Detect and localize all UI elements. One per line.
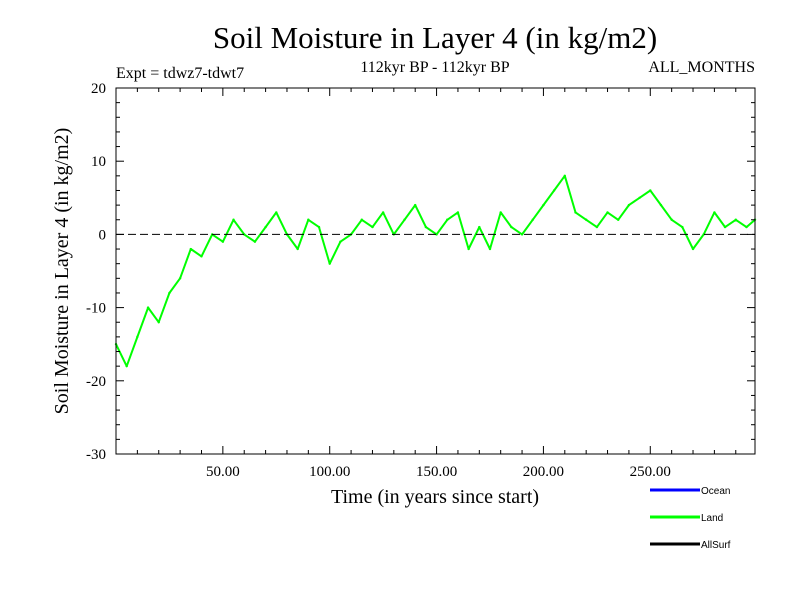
series-line-land xyxy=(115,174,756,368)
data-point-land xyxy=(649,189,652,192)
data-point-land xyxy=(339,240,342,243)
data-point-land xyxy=(146,306,150,309)
data-point-land xyxy=(200,255,203,258)
data-point-land xyxy=(232,218,235,221)
data-point-land xyxy=(456,211,460,214)
data-point-land xyxy=(221,240,225,243)
y-tick-label: -10 xyxy=(86,301,106,317)
data-point-land xyxy=(189,247,192,251)
data-point-land xyxy=(723,225,727,229)
data-point-land xyxy=(243,233,246,236)
data-point-land xyxy=(435,233,438,236)
data-point-land xyxy=(328,262,331,265)
data-point-land xyxy=(296,247,299,251)
data-point-land xyxy=(478,225,481,229)
data-point-land xyxy=(360,218,363,221)
data-point-land xyxy=(595,225,599,229)
data-point-land xyxy=(371,225,374,229)
data-point-land xyxy=(381,211,385,214)
months-label: ALL_MONTHS xyxy=(648,59,755,76)
data-point-land xyxy=(670,218,673,221)
y-tick-label: 20 xyxy=(91,81,106,97)
data-point-land xyxy=(253,240,257,243)
plot-area xyxy=(114,174,757,368)
chart-title: Soil Moisture in Layer 4 (in kg/m2) xyxy=(213,20,657,55)
data-point-land xyxy=(574,211,577,214)
data-point-land xyxy=(467,247,470,251)
y-tick-label: -30 xyxy=(86,447,106,463)
y-axis-label: Soil Moisture in Layer 4 (in kg/m2) xyxy=(51,128,73,415)
data-point-land xyxy=(681,225,684,229)
data-point-land xyxy=(702,233,705,236)
x-tick-label: 100.00 xyxy=(309,464,350,480)
y-tick-label: 0 xyxy=(99,227,107,243)
data-point-land xyxy=(413,203,417,207)
data-point-land xyxy=(659,203,663,207)
data-point-land xyxy=(638,196,641,199)
data-point-land xyxy=(446,218,449,221)
data-point-land xyxy=(617,218,620,221)
x-tick-label: 50.00 xyxy=(206,464,240,480)
data-point-land xyxy=(157,321,160,324)
period-label: 112kyr BP - 112kyr BP xyxy=(360,59,509,76)
data-point-land xyxy=(317,225,321,229)
legend-label-allsurf: AllSurf xyxy=(701,540,731,551)
data-point-land xyxy=(691,247,695,251)
data-point-land xyxy=(552,189,556,192)
data-point-land xyxy=(510,225,513,229)
legend: Ocean Land AllSurf xyxy=(650,486,731,551)
data-point-land xyxy=(424,225,428,229)
data-point-land xyxy=(178,277,182,280)
data-point-land xyxy=(488,247,492,251)
data-point-land xyxy=(168,291,171,295)
x-tick-label: 250.00 xyxy=(630,464,671,480)
data-point-land xyxy=(499,211,502,214)
data-point-land xyxy=(563,174,566,178)
data-point-land xyxy=(713,211,716,214)
axes: -30 -20 -10 0 10 20 50.00 100.00 150.00 200.00 250… xyxy=(86,81,756,480)
data-point-land xyxy=(734,218,737,221)
data-point-land xyxy=(275,211,278,214)
x-tick-label: 150.00 xyxy=(416,464,457,480)
experiment-label: Expt = tdwz7-tdwt7 xyxy=(116,65,244,82)
x-axis-label: Time (in years since start) xyxy=(331,486,539,508)
data-point-land xyxy=(520,233,524,236)
data-point-land xyxy=(264,225,267,229)
data-point-land xyxy=(307,218,310,221)
data-point-land xyxy=(584,218,588,221)
data-point-land xyxy=(606,211,609,214)
data-point-land xyxy=(125,364,128,368)
y-tick-label: 10 xyxy=(91,154,106,170)
data-point-land xyxy=(136,335,139,339)
x-tick-label: 200.00 xyxy=(523,464,564,480)
legend-label-land: Land xyxy=(701,513,723,524)
y-tick-label: -20 xyxy=(86,374,106,390)
plot-frame xyxy=(115,87,756,455)
data-point-land xyxy=(531,218,534,221)
data-point-land xyxy=(745,225,748,229)
legend-label-ocean: Ocean xyxy=(701,486,730,497)
data-point-land xyxy=(627,203,631,207)
data-point-land xyxy=(542,203,545,207)
data-point-land xyxy=(403,218,406,221)
